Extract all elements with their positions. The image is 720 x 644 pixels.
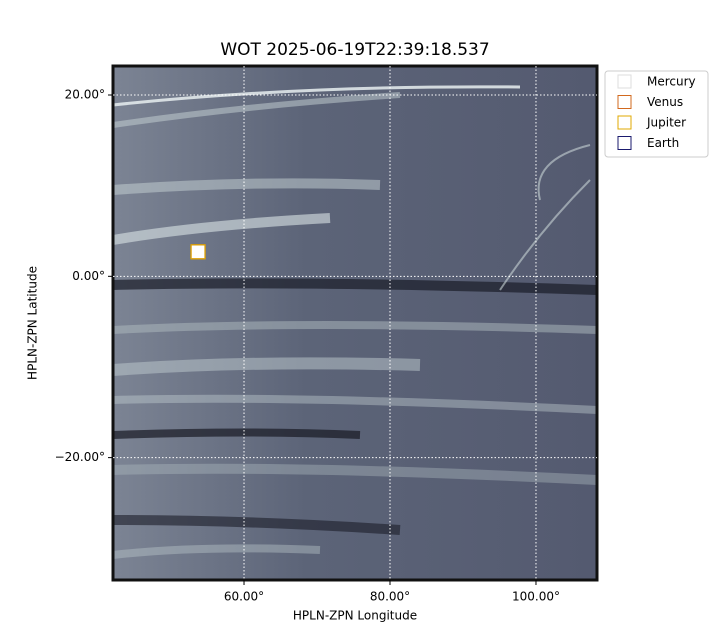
x-tick-label: 100.00° (512, 590, 560, 604)
legend-label: Earth (647, 136, 679, 150)
y-tick-label: 0.00° (72, 269, 105, 283)
x-tick-label: 60.00° (224, 590, 264, 604)
chart-title: WOT 2025-06-19T22:39:18.537 (220, 40, 489, 60)
x-tick-label: 80.00° (370, 590, 410, 604)
legend-swatch (617, 74, 632, 89)
planet-marker (191, 244, 206, 259)
legend-label: Mercury (647, 75, 696, 89)
y-tick-label: 20.00° (65, 88, 105, 102)
planet-marker (190, 244, 206, 260)
y-tick-label: −20.00° (55, 450, 105, 464)
legend-swatch (617, 95, 632, 109)
legend-label: Jupiter (646, 116, 686, 130)
legend: Mercury Venus Jupiter Earth (604, 70, 709, 158)
legend-swatch (617, 136, 632, 150)
legend-label: Venus (647, 95, 683, 109)
legend-swatch (617, 115, 632, 130)
image (111, 64, 599, 582)
x-axis-label: HPLN-ZPN Longitude (293, 609, 417, 623)
y-axis-label: HPLN-ZPN Latitude (26, 266, 40, 380)
